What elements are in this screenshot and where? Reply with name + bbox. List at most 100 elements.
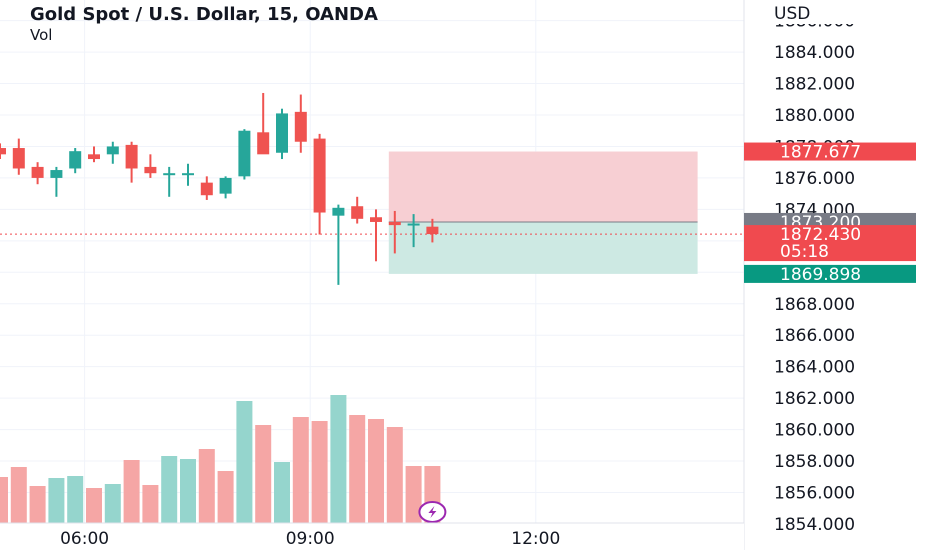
candle[interactable] xyxy=(257,92,270,155)
candle-body xyxy=(388,221,401,226)
candle[interactable] xyxy=(332,204,345,285)
volume-bar xyxy=(349,415,366,523)
candle-body xyxy=(163,173,176,176)
price-tick-label: 1880.000 xyxy=(774,106,855,126)
current-price-badge[interactable] xyxy=(744,225,916,262)
price-tick-label: 1882.000 xyxy=(774,75,855,95)
stop-loss-zone[interactable] xyxy=(388,151,698,222)
candle-body xyxy=(69,151,82,169)
volume-bar xyxy=(255,425,272,523)
volume-bar xyxy=(104,484,121,523)
bar-countdown-label: 05:18 xyxy=(780,242,829,262)
chart-legend: Gold Spot / U.S. Dollar, 15, OANDA Vol xyxy=(30,4,378,44)
volume-bar xyxy=(386,427,403,523)
price-tick-label: 1858.000 xyxy=(774,452,855,472)
volume-bar xyxy=(48,478,65,523)
candle-body xyxy=(238,130,251,177)
volume-bar xyxy=(311,421,328,523)
price-tick-label: 1868.000 xyxy=(774,295,855,315)
symbol-title[interactable]: Gold Spot / U.S. Dollar, 15, OANDA xyxy=(30,4,378,25)
candle-body xyxy=(88,154,100,160)
candle-body xyxy=(50,170,63,178)
candle-body xyxy=(219,177,232,194)
candles xyxy=(0,92,439,285)
volume-bars xyxy=(0,395,441,523)
time-tick-label: 06:00 xyxy=(60,529,109,549)
volume-bar xyxy=(198,449,215,523)
candle[interactable] xyxy=(69,148,82,174)
candle-body xyxy=(313,138,326,213)
candle[interactable] xyxy=(294,94,307,153)
candle[interactable] xyxy=(313,133,326,235)
volume-indicator-label[interactable]: Vol xyxy=(30,26,53,44)
current-price-label[interactable]: 1872.430 xyxy=(780,225,861,245)
candle-body xyxy=(12,148,25,169)
price-tick-label: 1864.000 xyxy=(774,358,855,378)
price-tick-label: 1856.000 xyxy=(774,484,855,504)
candle-body xyxy=(31,166,44,178)
time-tick-label: 12:00 xyxy=(511,529,560,549)
candle-body xyxy=(276,113,288,153)
candle-body xyxy=(144,166,157,174)
volume-bar xyxy=(161,456,178,523)
candle[interactable] xyxy=(144,154,157,178)
candle[interactable] xyxy=(219,176,232,199)
price-tick-label: 1866.000 xyxy=(774,326,855,346)
candle[interactable] xyxy=(276,108,288,160)
candle-body xyxy=(351,206,364,219)
candle[interactable] xyxy=(125,141,138,183)
candle[interactable] xyxy=(31,162,44,185)
candle-body xyxy=(0,148,6,155)
candle[interactable] xyxy=(370,209,382,262)
volume-bar xyxy=(274,462,290,523)
candle[interactable] xyxy=(407,214,420,248)
candle[interactable] xyxy=(12,138,25,175)
candle[interactable] xyxy=(200,176,213,200)
candle-body xyxy=(257,132,270,155)
candle-body xyxy=(407,223,420,226)
price-tick-label: 1860.000 xyxy=(774,421,855,441)
price-tick-label: 1884.000 xyxy=(774,43,855,63)
time-tick-label: 09:00 xyxy=(286,529,335,549)
volume-bar xyxy=(10,467,27,523)
volume-bar xyxy=(67,476,84,523)
candle-body xyxy=(106,146,119,155)
candle[interactable] xyxy=(50,166,63,197)
target-price-label[interactable]: 1869.898 xyxy=(780,265,861,285)
candle[interactable] xyxy=(106,141,119,164)
price-tick-label: 1876.000 xyxy=(774,169,855,189)
candle-body xyxy=(125,144,138,169)
volume-bar xyxy=(330,395,347,523)
candle-body xyxy=(182,173,194,176)
candle-body xyxy=(332,207,345,216)
take-profit-zone[interactable] xyxy=(388,221,698,274)
candle-body xyxy=(426,226,439,235)
candle[interactable] xyxy=(88,146,100,163)
candle[interactable] xyxy=(388,210,401,254)
time-axis[interactable] xyxy=(0,523,744,550)
volume-bar xyxy=(236,401,253,523)
candle[interactable] xyxy=(426,218,439,243)
candle[interactable] xyxy=(238,129,251,180)
target-price-label-bg[interactable] xyxy=(744,264,916,283)
volume-bar xyxy=(180,459,196,523)
volume-bar xyxy=(0,477,8,523)
candle[interactable] xyxy=(351,196,364,224)
candle-body xyxy=(294,111,307,142)
volume-bar xyxy=(29,486,46,523)
volume-bar xyxy=(368,419,384,523)
candle[interactable] xyxy=(163,166,176,197)
candle-body xyxy=(370,217,382,222)
price-tick-label: 1854.000 xyxy=(774,515,855,535)
volume-bar xyxy=(405,466,422,523)
candle[interactable] xyxy=(0,143,6,160)
candle[interactable] xyxy=(182,163,194,186)
volume-bar xyxy=(217,471,234,523)
currency-unit-label[interactable]: USD xyxy=(774,4,810,24)
volume-bar xyxy=(123,460,140,523)
stop-price-label-bg[interactable] xyxy=(744,142,916,161)
candle-body xyxy=(200,182,213,196)
stop-price-label[interactable]: 1877.677 xyxy=(780,143,861,163)
